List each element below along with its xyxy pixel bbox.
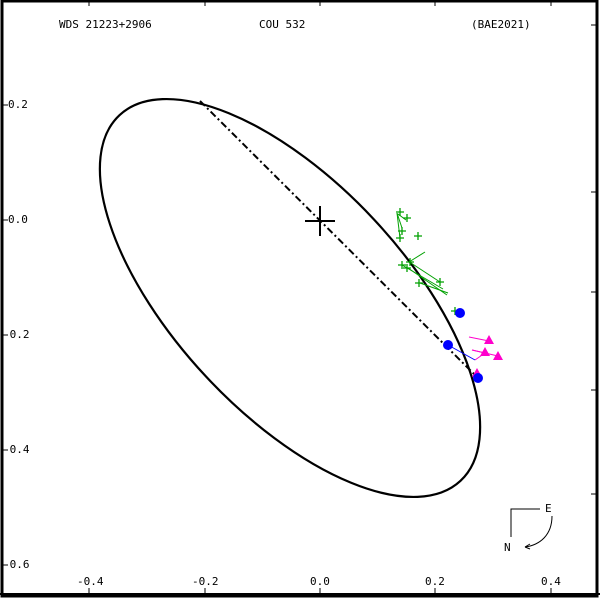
y-tick-label: -0.4 — [3, 443, 30, 456]
left-ticks — [3, 104, 8, 566]
key-position-points — [443, 308, 483, 383]
speckle-residuals — [468, 336, 499, 361]
x-tick-label: 0.2 — [425, 575, 445, 588]
wds-id-label: WDS 21223+2906 — [59, 18, 152, 31]
right-ticks — [591, 24, 597, 495]
compass-north-label: N — [504, 541, 511, 554]
x-tick-label: -0.2 — [192, 575, 219, 588]
primary-star-marker — [305, 206, 335, 236]
y-tick-label: -0.2 — [3, 328, 30, 341]
y-tick-label: -0.6 — [3, 558, 30, 571]
reference-label: (BAE2021) — [471, 18, 531, 31]
x-tick-label: 0.0 — [310, 575, 330, 588]
x-tick-label: 0.4 — [541, 575, 561, 588]
x-tick-label: -0.4 — [77, 575, 104, 588]
micrometer-points — [396, 208, 459, 315]
micrometer-residuals — [396, 212, 449, 296]
compass-icon — [510, 508, 553, 550]
y-tick-label: 0.0 — [8, 213, 28, 226]
top-ticks — [88, 1, 552, 6]
speckle-points — [472, 335, 503, 377]
blue-residual — [447, 344, 476, 361]
y-tick-label: 0.2 — [8, 98, 28, 111]
compass-east-label: E — [545, 502, 552, 515]
discoverer-label: COU 532 — [259, 18, 306, 31]
line-of-apsides — [199, 100, 479, 379]
bottom-ticks — [88, 588, 552, 594]
orbit-ellipse — [98, 97, 482, 499]
